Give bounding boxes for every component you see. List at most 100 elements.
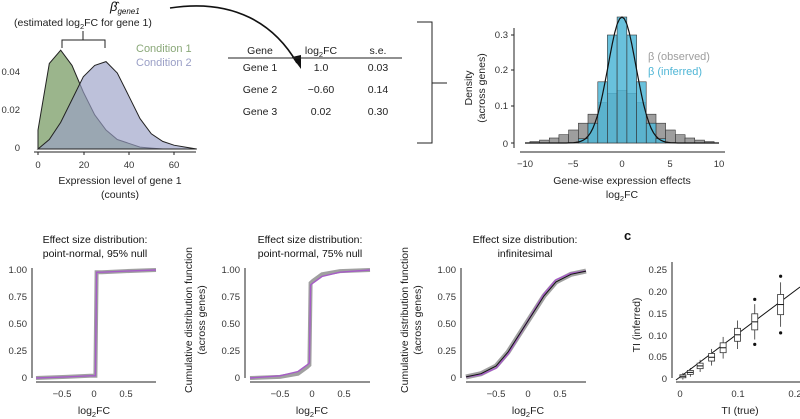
y-tick-label: 0.10 [649, 331, 668, 342]
observed-bar [665, 129, 676, 144]
y-tick-label: 0.50 [438, 319, 457, 330]
x-axis-label-units: log2FC [606, 189, 639, 203]
x-axis-label-units: (counts) [101, 189, 139, 201]
x-tick-label: 60 [169, 160, 180, 171]
x-axis-label: Expression level of gene 1 [58, 175, 181, 187]
x-tick-label: 20 [79, 160, 90, 171]
y-tick-label: 0.25 [222, 346, 241, 357]
x-tick-label: 0 [91, 389, 96, 400]
table-cell: −0.60 [308, 84, 335, 96]
estimate-arrow [169, 5, 298, 64]
inferred-bar [626, 34, 637, 144]
y-tick-label: 0 [235, 373, 240, 384]
y-axis-label: TI (inferred) [631, 298, 643, 353]
x-tick-label: 0.5 [553, 389, 566, 400]
y-tick-label: 0.3 [495, 30, 508, 41]
y-tick-label: 0 [451, 373, 456, 384]
x-tick-label: 0 [619, 159, 624, 170]
observed-bar [558, 134, 569, 144]
y-tick-label: 0.75 [438, 292, 457, 303]
x-axis-label: Gene-wise expression effects [553, 175, 691, 187]
x-tick-label: −10 [517, 159, 533, 170]
x-tick-label: 0.1 [731, 389, 744, 400]
y-tick-label: 0 [15, 143, 20, 154]
y-axis-label: Cumulative distribution function [183, 247, 195, 393]
x-tick-label: 0 [677, 389, 682, 400]
legend-condition-2: Condition 2 [136, 57, 192, 69]
table-cell: Gene 1 [243, 62, 278, 74]
x-tick-label: 0.5 [337, 389, 350, 400]
cdf-panel-2: Cumulative distribution function (across… [183, 234, 371, 419]
y-tick-label: 1.00 [438, 265, 457, 276]
x-tick-label: 0 [525, 389, 530, 400]
table-cell: 0.02 [311, 106, 332, 118]
y-tick-label: 0 [662, 374, 667, 385]
y-axis-label-units: (across genes) [476, 53, 488, 122]
panel-a: β̂gene1 (estimated log2FC for gene 1) Co… [2, 0, 197, 201]
inferred-density-curve [525, 16, 719, 144]
x-tick-label: 0.5 [119, 389, 132, 400]
y-axis-label-units: (across genes) [412, 285, 424, 354]
y-axis-label: Cumulative distribution function [399, 247, 411, 393]
y-tick-label: 0.25 [9, 346, 28, 357]
table-header-log2fc: log2FC [305, 45, 338, 59]
table-cell: 1.0 [314, 62, 329, 74]
inferred-bar [655, 138, 666, 144]
table-cell: Gene 3 [243, 106, 278, 118]
x-tick-label: −0.5 [53, 389, 72, 400]
y-axis-label-units: (across genes) [196, 285, 208, 354]
inferred-bar [607, 34, 618, 144]
difference-bracket [61, 31, 106, 48]
y-tick-label: 0.15 [649, 309, 668, 320]
panel-letter: c [624, 228, 631, 243]
y-tick-label: 0.75 [222, 292, 241, 303]
inferred-bar [616, 16, 628, 144]
outlier-point [779, 331, 783, 335]
x-tick-label: 10 [714, 159, 725, 170]
y-tick-label: 0.1 [495, 101, 508, 112]
x-tick-label: −0.5 [487, 389, 506, 400]
cdf-panel-1: Effect size distribution: point-normal, … [9, 234, 157, 419]
panel-c: c TI (inferred) 0.25 0.20 0.15 0.10 0.05… [624, 228, 800, 417]
beta-hat-note: (estimated log2FC for gene 1) [14, 17, 152, 31]
y-tick-label: 0 [22, 373, 27, 384]
outlier-point [753, 297, 757, 301]
x-tick-label: 0 [35, 160, 40, 171]
y-axis-label: Density [463, 70, 475, 106]
x-axis-label: log2FC [512, 405, 545, 419]
table-cell: 0.30 [368, 106, 389, 118]
legend-inferred: β (inferred) [648, 66, 702, 78]
inferred-bar [645, 122, 657, 144]
panel-title: infinitesimal [498, 248, 553, 260]
observed-bar [548, 137, 560, 144]
y-tick-label: 0.20 [649, 287, 668, 298]
table-cell: 0.03 [368, 62, 389, 74]
y-tick-label: 0.25 [438, 346, 457, 357]
x-tick-label: −0.5 [271, 389, 290, 400]
x-tick-label: 40 [124, 160, 135, 171]
y-tick-label: 0.02 [2, 105, 21, 116]
panel-b: 0.3 0.2 0.1 0 −10 −5 0 5 10 β (observed)… [463, 16, 725, 203]
y-tick-label: 1.00 [222, 265, 241, 276]
inferred-bar [578, 138, 589, 144]
table-header-gene: Gene [247, 45, 273, 57]
cdf-inferred-curve [35, 269, 157, 379]
condition-2-density [36, 61, 197, 150]
x-axis-label: TI (true) [721, 405, 758, 417]
table-cell: Gene 2 [243, 84, 278, 96]
panel-title: Effect size distribution: [43, 234, 148, 246]
y-tick-label: 0.75 [9, 292, 28, 303]
panel-title: Effect size distribution: [473, 234, 578, 246]
y-tick-label: 0 [503, 139, 508, 150]
x-tick-label: −5 [568, 159, 579, 170]
results-table: Gene log2FC s.e. Gene 1 1.0 0.03 Gene 2 … [228, 45, 402, 118]
x-tick-label: 5 [667, 159, 672, 170]
cdf-black-curve [465, 270, 587, 378]
cdf-inferred-curve [249, 269, 371, 379]
x-tick-label: 0 [309, 389, 314, 400]
y-tick-label: 0.50 [222, 319, 241, 330]
beta-hat-label: β̂gene1 [109, 0, 140, 16]
y-tick-label: 0.04 [2, 67, 21, 78]
observed-bar [675, 134, 686, 144]
